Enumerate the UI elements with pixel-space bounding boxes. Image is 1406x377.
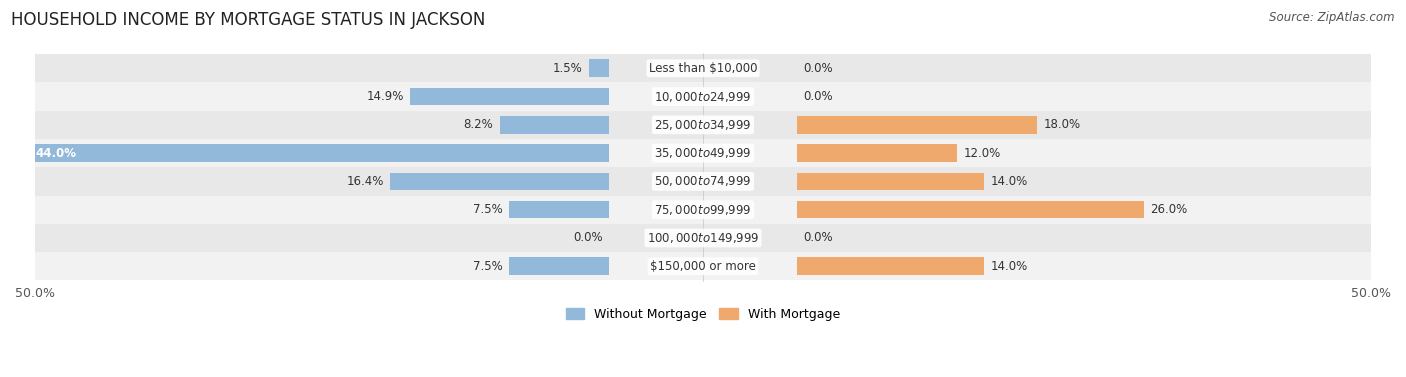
- Bar: [35, 111, 1371, 139]
- Text: 0.0%: 0.0%: [803, 231, 832, 244]
- Bar: [589, 60, 609, 77]
- Bar: [35, 167, 1371, 196]
- Text: 16.4%: 16.4%: [346, 175, 384, 188]
- Bar: [35, 139, 1371, 167]
- Bar: [797, 257, 984, 275]
- Text: 7.5%: 7.5%: [472, 203, 502, 216]
- Bar: [35, 224, 1371, 252]
- Text: 0.0%: 0.0%: [803, 90, 832, 103]
- Text: Source: ZipAtlas.com: Source: ZipAtlas.com: [1270, 11, 1395, 24]
- Text: $50,000 to $74,999: $50,000 to $74,999: [654, 175, 752, 188]
- Text: 44.0%: 44.0%: [35, 147, 76, 159]
- Text: 26.0%: 26.0%: [1150, 203, 1188, 216]
- Text: $35,000 to $49,999: $35,000 to $49,999: [654, 146, 752, 160]
- Text: $150,000 or more: $150,000 or more: [650, 260, 756, 273]
- Bar: [509, 257, 609, 275]
- Text: 7.5%: 7.5%: [472, 260, 502, 273]
- Bar: [35, 54, 1371, 83]
- Legend: Without Mortgage, With Mortgage: Without Mortgage, With Mortgage: [561, 303, 845, 326]
- Text: 18.0%: 18.0%: [1043, 118, 1081, 131]
- Text: $25,000 to $34,999: $25,000 to $34,999: [654, 118, 752, 132]
- Text: 0.0%: 0.0%: [574, 231, 603, 244]
- Bar: [797, 116, 1038, 133]
- Text: 8.2%: 8.2%: [464, 118, 494, 131]
- Text: 12.0%: 12.0%: [963, 147, 1001, 159]
- Text: $75,000 to $99,999: $75,000 to $99,999: [654, 203, 752, 217]
- Text: 14.0%: 14.0%: [990, 175, 1028, 188]
- Text: $10,000 to $24,999: $10,000 to $24,999: [654, 89, 752, 104]
- Bar: [391, 173, 609, 190]
- Text: $100,000 to $149,999: $100,000 to $149,999: [647, 231, 759, 245]
- Bar: [509, 201, 609, 218]
- Bar: [501, 116, 609, 133]
- Text: 14.0%: 14.0%: [990, 260, 1028, 273]
- Bar: [797, 173, 984, 190]
- Bar: [411, 88, 609, 105]
- Bar: [35, 83, 1371, 111]
- Text: 1.5%: 1.5%: [553, 62, 582, 75]
- Bar: [21, 144, 609, 162]
- Bar: [35, 196, 1371, 224]
- Text: 14.9%: 14.9%: [367, 90, 404, 103]
- Bar: [797, 201, 1144, 218]
- Text: Less than $10,000: Less than $10,000: [648, 62, 758, 75]
- Bar: [35, 252, 1371, 280]
- Bar: [797, 144, 957, 162]
- Text: 0.0%: 0.0%: [803, 62, 832, 75]
- Text: HOUSEHOLD INCOME BY MORTGAGE STATUS IN JACKSON: HOUSEHOLD INCOME BY MORTGAGE STATUS IN J…: [11, 11, 485, 29]
